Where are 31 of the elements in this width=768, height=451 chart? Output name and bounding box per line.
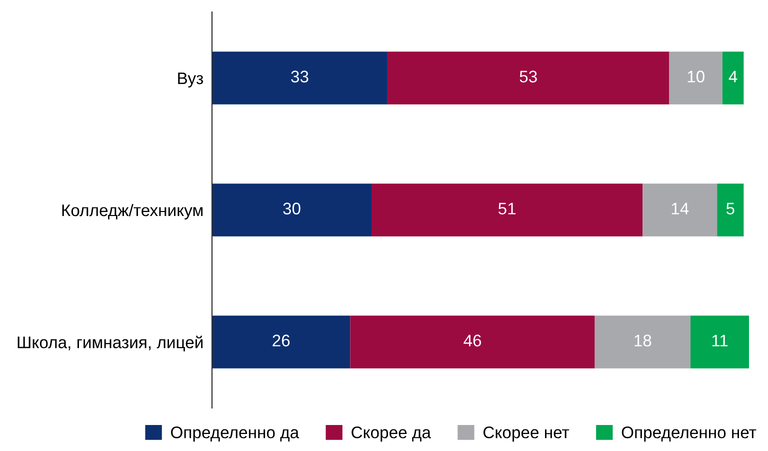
legend-label: Скорее нет [483, 426, 570, 442]
y-tick-label: Колледж/техникум [62, 204, 203, 220]
data-label: 11 [712, 334, 728, 346]
bar [387, 52, 670, 104]
bar [690, 316, 749, 368]
data-label: 10 [688, 70, 704, 82]
data-label: 51 [498, 202, 516, 214]
bar [212, 316, 350, 368]
bar [350, 316, 595, 368]
y-tick-label: Школа, гимназия, лицей [18, 336, 203, 352]
data-label: 4 [728, 70, 738, 82]
legend-label: Определенно да [171, 426, 300, 442]
data-label: 46 [464, 334, 482, 346]
bar [722, 52, 744, 104]
data-label: 33 [291, 70, 308, 82]
bar [669, 52, 722, 104]
bar [212, 52, 388, 104]
data-label: 14 [672, 202, 689, 214]
data-label: 30 [283, 202, 300, 214]
bar [717, 184, 744, 236]
bar [372, 184, 643, 236]
data-label: 26 [272, 334, 290, 346]
data-label: 5 [726, 202, 734, 214]
bar [594, 316, 691, 368]
data-label: 53 [520, 70, 537, 82]
data-label: 18 [634, 334, 652, 346]
legend-label: Определенно нет [622, 426, 756, 442]
bar [642, 184, 718, 236]
legend-label: Скорее да [352, 426, 431, 442]
y-tick-label: Вуз [178, 72, 204, 88]
bar [212, 184, 372, 236]
